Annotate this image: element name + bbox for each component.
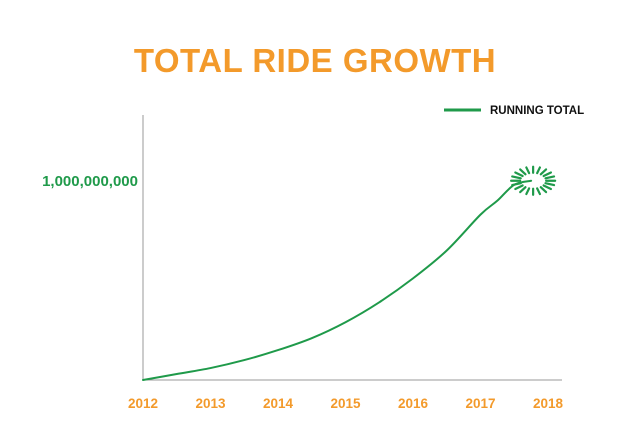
legend-label: RUNNING TOTAL [490,105,584,117]
x-tick-label: 2015 [330,396,361,411]
legend: RUNNING TOTAL [444,105,584,117]
highlight-burst [510,165,557,196]
series-layer [142,179,533,381]
x-tick-label: 2013 [195,396,226,411]
burst-ray [536,187,542,196]
burst-ray [542,171,553,178]
burst-ray [511,182,522,187]
y-tick-label: 1,000,000,000 [42,173,138,190]
burst-ray [525,166,531,175]
burst-ray [544,182,556,187]
burst-ray [525,187,531,196]
burst-ray [536,166,542,175]
burst-ray [544,175,556,180]
series-line-running-total [142,179,533,381]
burst-ray [511,175,522,180]
burst-ray [539,168,548,176]
x-tick-labels: 2012 2013 2014 2015 2016 2017 2018 [128,396,564,411]
axes [142,115,562,381]
burst-ray [519,186,527,194]
burst-ray [514,184,524,191]
x-tick-label: 2012 [128,396,158,411]
y-tick-labels: 1,000,000,000 [42,173,138,190]
x-tick-label: 2018 [533,396,564,411]
x-tick-label: 2017 [465,396,495,411]
x-tick-label: 2016 [398,396,429,411]
chart-title: TOTAL RIDE GROWTH [134,42,496,79]
burst-ray [542,184,553,191]
burst-ray [514,171,524,178]
burst-ray [519,168,527,176]
burst-ray [539,186,548,194]
x-tick-label: 2014 [263,396,294,411]
